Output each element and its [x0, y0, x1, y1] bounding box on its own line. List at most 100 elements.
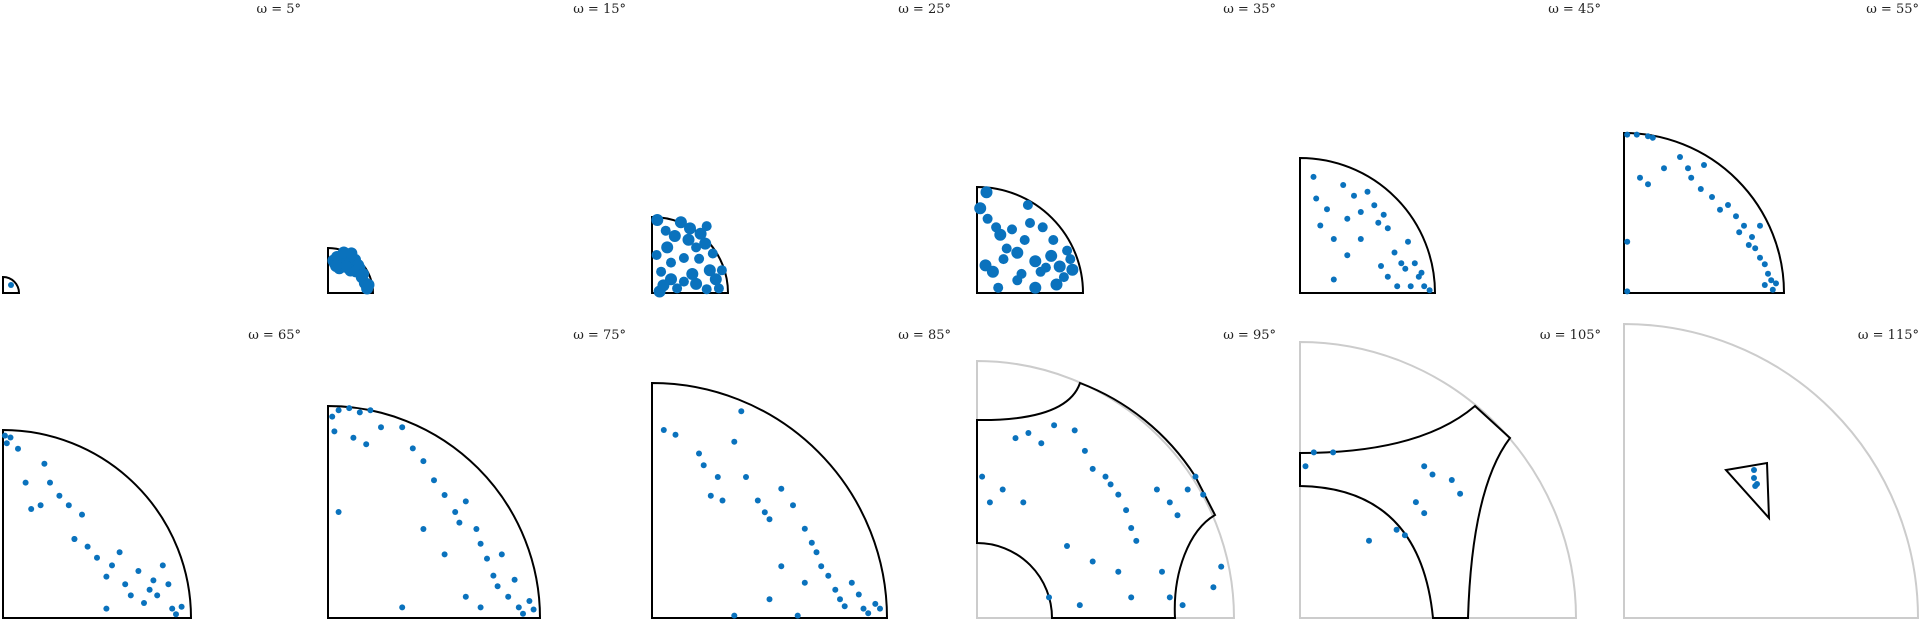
data-point [837, 596, 843, 603]
data-point [731, 438, 738, 445]
data-point [1037, 222, 1048, 233]
data-point [855, 591, 862, 598]
data-point [431, 477, 437, 484]
data-point [1752, 483, 1759, 489]
data-point [1302, 463, 1309, 470]
data-point [998, 254, 1009, 265]
data-point [813, 549, 820, 556]
data-point [1685, 165, 1691, 172]
data-point [1765, 270, 1771, 277]
data-point [716, 265, 727, 276]
data-point [1624, 131, 1631, 138]
data-point [84, 543, 91, 550]
data-point [1688, 174, 1695, 181]
data-point [1661, 165, 1667, 172]
data-point [1375, 219, 1382, 226]
data-point [1448, 477, 1455, 483]
data-point [1749, 234, 1755, 240]
data-point [178, 603, 185, 610]
data-point [682, 233, 695, 246]
data-point [1357, 209, 1364, 215]
region-outline [976, 381, 1217, 619]
data-point [651, 214, 664, 226]
data-point [441, 551, 448, 558]
data-point [1418, 269, 1425, 276]
sector-outline [1623, 131, 1786, 294]
data-point [1050, 278, 1063, 291]
data-point [1371, 202, 1378, 209]
data-point [378, 424, 384, 431]
data-point [651, 250, 662, 260]
data-point [335, 407, 342, 414]
data-point [1761, 261, 1768, 268]
data-point [701, 284, 712, 295]
data-point [1733, 213, 1739, 220]
data-point [79, 511, 85, 518]
data-point [141, 600, 147, 606]
panel-10: ω = 95° [976, 328, 1276, 619]
data-point [1133, 537, 1140, 544]
data-point [1384, 273, 1391, 280]
data-point [28, 506, 35, 512]
data-point [1364, 188, 1371, 195]
data-point [986, 265, 999, 278]
data-point [505, 593, 512, 600]
data-point [1340, 182, 1347, 188]
panel-title: ω = 65° [248, 328, 301, 343]
data-point [1757, 222, 1763, 229]
data-point [103, 573, 110, 580]
data-point [526, 598, 533, 604]
data-point [1709, 194, 1715, 200]
panel-4: ω = 35° [974, 2, 1276, 294]
data-point [743, 474, 749, 480]
data-point [1115, 491, 1122, 498]
data-point [1649, 134, 1656, 141]
data-point [848, 579, 855, 586]
data-point [794, 612, 801, 619]
panel-title: ω = 45° [1548, 2, 1601, 17]
data-point [1411, 260, 1418, 267]
data-point [335, 509, 342, 515]
data-point [484, 555, 490, 562]
data-point [841, 603, 848, 610]
data-point [986, 499, 993, 506]
data-point [993, 282, 1004, 293]
data-point [41, 460, 48, 467]
data-point [15, 445, 21, 452]
sector-bound [976, 359, 1236, 619]
data-point [65, 502, 72, 509]
data-point [452, 509, 459, 515]
data-point [1076, 602, 1083, 609]
data-point [150, 577, 157, 584]
data-point [494, 583, 501, 590]
data-point [974, 202, 987, 215]
data-point [672, 283, 683, 294]
data-point [1310, 449, 1317, 456]
data-point [1051, 422, 1058, 429]
panel-11: ω = 105° [1299, 328, 1601, 619]
data-point [1344, 215, 1351, 222]
data-point [8, 282, 14, 288]
data-point [1040, 262, 1051, 273]
data-point [1393, 526, 1400, 533]
data-point [1407, 283, 1414, 290]
data-point [441, 492, 448, 498]
data-point [1751, 475, 1757, 481]
data-point [103, 605, 110, 612]
data-point [661, 241, 674, 254]
data-point [1421, 510, 1428, 517]
data-point [520, 610, 526, 617]
data-point [808, 539, 815, 546]
data-point [1701, 162, 1707, 168]
data-point [1029, 255, 1042, 268]
data-point [56, 492, 63, 499]
data-point [399, 424, 406, 431]
data-point [801, 525, 808, 532]
data-point [980, 186, 993, 199]
data-point [1019, 235, 1030, 245]
data-point [1022, 200, 1033, 210]
data-point [1012, 275, 1023, 286]
data-point [165, 581, 172, 588]
data-point [1123, 507, 1130, 514]
